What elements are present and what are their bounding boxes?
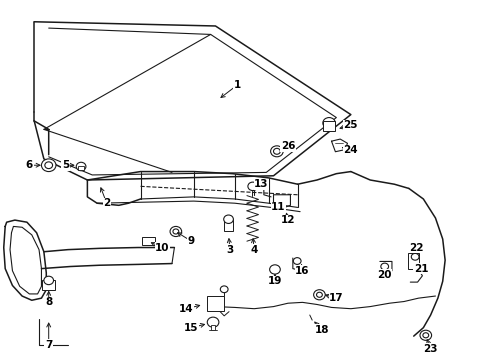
Bar: [207, 296, 224, 311]
Text: 17: 17: [328, 293, 343, 303]
Text: 18: 18: [314, 325, 328, 335]
Text: 15: 15: [183, 323, 198, 333]
Bar: [42, 280, 55, 290]
Circle shape: [313, 290, 325, 300]
Circle shape: [220, 286, 227, 293]
Bar: [223, 219, 233, 231]
Circle shape: [273, 148, 280, 154]
Circle shape: [316, 292, 322, 297]
Bar: [322, 121, 335, 131]
Circle shape: [76, 162, 86, 171]
Text: 19: 19: [267, 276, 282, 286]
Circle shape: [410, 253, 418, 260]
Text: 14: 14: [179, 304, 193, 314]
Text: 4: 4: [250, 245, 257, 255]
Text: 3: 3: [226, 245, 233, 255]
Bar: [78, 166, 84, 170]
Text: 10: 10: [155, 243, 169, 252]
Text: 16: 16: [295, 266, 309, 276]
Text: 24: 24: [343, 145, 357, 156]
Text: 21: 21: [413, 264, 427, 274]
Text: 1: 1: [233, 80, 241, 90]
Bar: [407, 253, 418, 269]
Text: 7: 7: [45, 339, 52, 350]
Circle shape: [422, 333, 428, 338]
Text: 6: 6: [26, 160, 33, 170]
Text: 23: 23: [423, 344, 437, 354]
Circle shape: [270, 146, 283, 157]
Circle shape: [223, 215, 233, 224]
Circle shape: [44, 276, 53, 285]
Circle shape: [207, 317, 219, 327]
Text: 5: 5: [62, 160, 69, 170]
Bar: [211, 325, 215, 330]
Bar: [142, 237, 155, 246]
Circle shape: [41, 159, 56, 172]
Text: 26: 26: [280, 141, 295, 151]
Text: 2: 2: [103, 198, 110, 208]
Text: 13: 13: [254, 179, 268, 189]
Circle shape: [269, 265, 280, 274]
Text: 9: 9: [187, 236, 195, 246]
Circle shape: [322, 118, 335, 129]
Circle shape: [170, 226, 181, 237]
Text: 20: 20: [377, 270, 391, 280]
Circle shape: [380, 263, 388, 270]
Circle shape: [419, 330, 431, 340]
Circle shape: [293, 258, 301, 264]
Text: 12: 12: [280, 215, 295, 225]
Circle shape: [173, 229, 179, 234]
Circle shape: [247, 182, 257, 190]
Text: 11: 11: [270, 202, 285, 212]
Circle shape: [45, 162, 53, 168]
Text: 25: 25: [343, 120, 357, 130]
Text: 8: 8: [45, 297, 52, 307]
Text: 22: 22: [408, 243, 423, 252]
